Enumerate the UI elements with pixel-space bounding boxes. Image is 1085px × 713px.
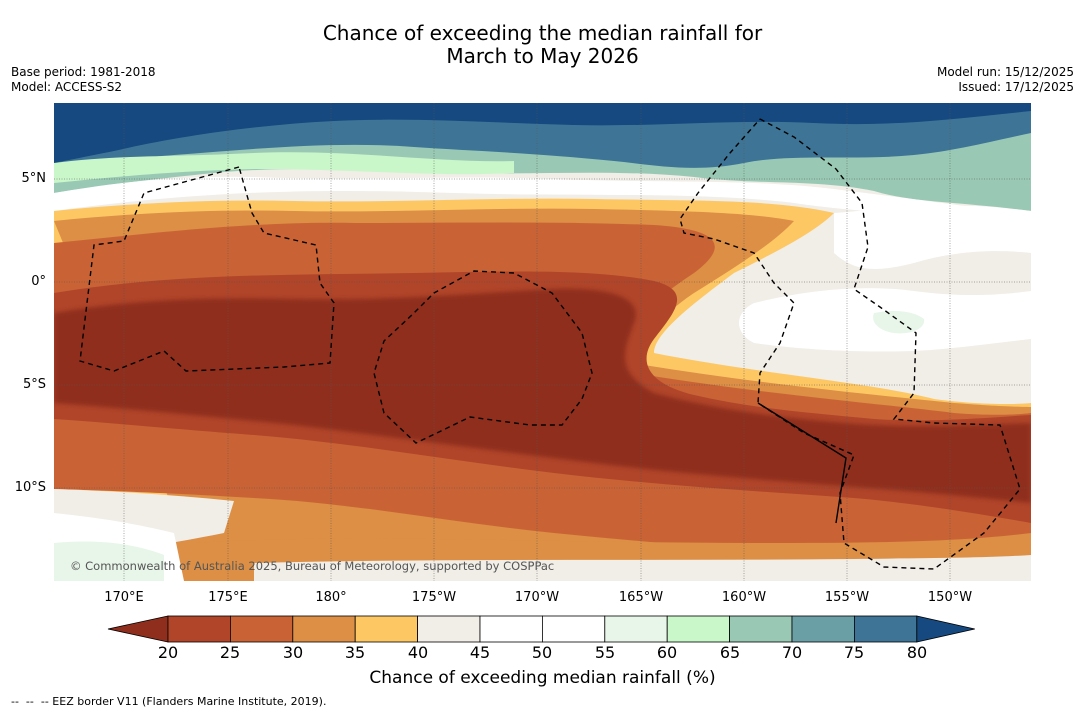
colorbar-tick-25: 25 xyxy=(219,643,241,662)
lon-label-150w: 150°W xyxy=(927,590,973,605)
issued-text: Issued: 17/12/2025 xyxy=(958,80,1074,94)
chart-title-line-2: March to May 2026 xyxy=(446,44,639,68)
metadata-left: Base period: 1981-2018 Model: ACCESS-S2 xyxy=(11,65,156,95)
model-text: Model: ACCESS-S2 xyxy=(11,80,123,94)
lon-label-175w: 175°W xyxy=(411,590,457,605)
colorbar-tick-35: 35 xyxy=(344,643,366,662)
metadata-right: Model run: 15/12/2025 Issued: 17/12/2025 xyxy=(937,65,1074,95)
colorbar-swatch xyxy=(791,615,855,643)
base-period-text: Base period: 1981-2018 xyxy=(11,65,156,79)
colorbar-swatch xyxy=(666,615,731,643)
colorbar-tick-30: 30 xyxy=(282,643,304,662)
lat-label-10s: 10°S xyxy=(14,480,46,495)
colorbar-extend-high xyxy=(916,615,975,643)
model-run-text: Model run: 15/12/2025 xyxy=(936,65,1074,79)
probability-fill xyxy=(54,103,1031,581)
colorbar-swatch xyxy=(292,615,356,643)
lon-label-155w: 155°W xyxy=(824,590,870,605)
lon-label-180: 180° xyxy=(315,590,347,605)
colorbar-tick-80: 80 xyxy=(906,643,928,662)
colorbar-label: Chance of exceeding median rainfall (%) xyxy=(369,668,716,688)
lat-label-5n: 5°N xyxy=(21,171,47,186)
colorbar-swatch xyxy=(354,615,418,643)
colorbar-tick-65: 65 xyxy=(719,643,741,662)
colorbar-tick-45: 45 xyxy=(469,643,491,662)
eez-solid-borders xyxy=(757,402,847,524)
colorbar-swatch xyxy=(541,615,606,643)
colorbar-tick-20: 20 xyxy=(157,643,179,662)
colorbar-tick-60: 60 xyxy=(656,643,678,662)
eez-legend-note: -- -- -- EEZ border V11 (Flanders Marine… xyxy=(11,695,327,708)
lon-label-170e: 170°E xyxy=(104,590,144,605)
copyright-text: © Commonwealth of Australia 2025, Bureau… xyxy=(70,559,554,573)
colorbar-swatch xyxy=(167,615,231,643)
lat-label-5s: 5°S xyxy=(22,377,46,392)
lat-label-0: 0° xyxy=(31,274,46,289)
lon-label-170w: 170°W xyxy=(514,590,560,605)
rainfall-probability-map: © Commonwealth of Australia 2025, Bureau… xyxy=(54,103,1031,581)
colorbar-tick-70: 70 xyxy=(781,643,803,662)
colorbar-tick-55: 55 xyxy=(594,643,616,662)
eez-borders xyxy=(79,118,1021,570)
lon-label-175e: 175°E xyxy=(208,590,248,605)
colorbar xyxy=(107,615,975,643)
lon-label-160w: 160°W xyxy=(721,590,767,605)
chart-title-line-1: Chance of exceeding the median rainfall … xyxy=(322,21,763,45)
colorbar-extend-low xyxy=(107,615,169,643)
graticule xyxy=(54,103,1031,581)
colorbar-swatch xyxy=(230,615,294,643)
lon-label-165w: 165°W xyxy=(618,590,664,605)
colorbar-swatch xyxy=(854,615,918,643)
colorbar-tick-40: 40 xyxy=(407,643,429,662)
colorbar-swatch xyxy=(417,615,481,643)
colorbar-swatch xyxy=(604,615,668,643)
colorbar-swatch xyxy=(729,615,793,643)
colorbar-swatch xyxy=(479,615,543,643)
colorbar-tick-50: 50 xyxy=(531,643,553,662)
colorbar-tick-75: 75 xyxy=(843,643,865,662)
